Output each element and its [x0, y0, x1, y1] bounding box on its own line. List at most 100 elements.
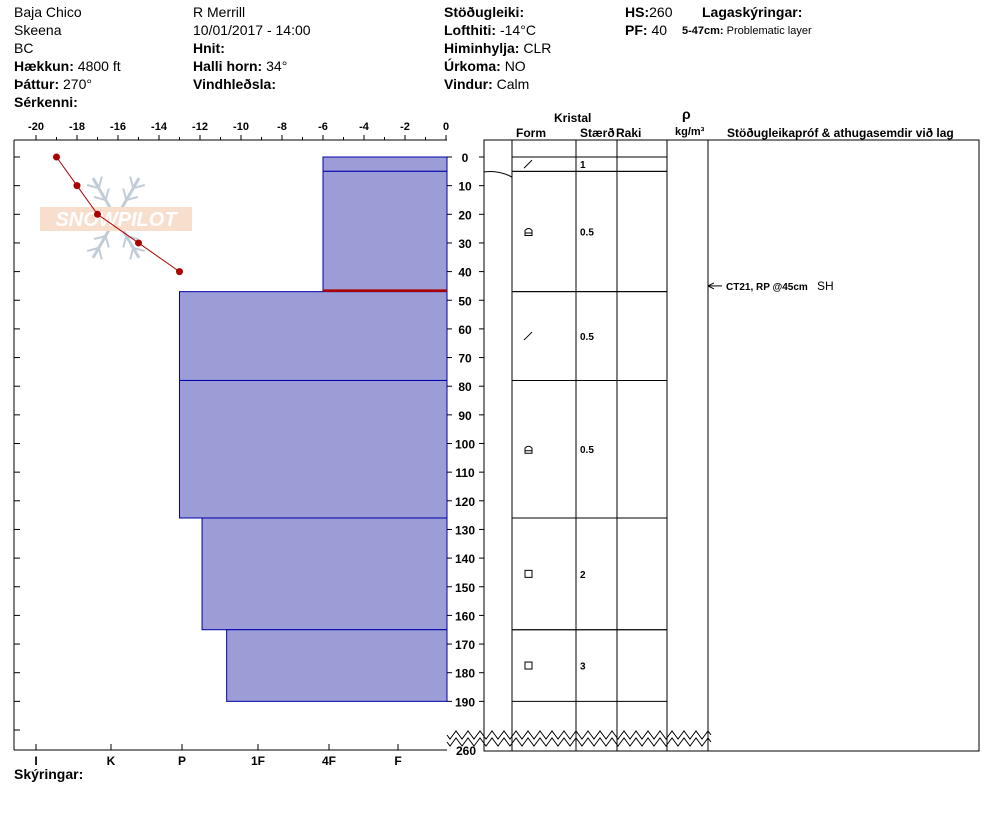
depth-tick-label: 30 [458, 237, 472, 251]
slope-label: Halli horn: [193, 58, 263, 74]
depth-tick-label: 180 [455, 667, 475, 681]
temp-tick-label: 0 [443, 121, 449, 133]
hardness-label: I [34, 754, 37, 768]
snowflake-branch [97, 247, 103, 260]
hardness-layer [179, 291, 448, 381]
slope-value: 34° [266, 58, 288, 74]
snowflake-branch [93, 196, 106, 202]
coords-label: Hnit: [193, 40, 225, 56]
depth-tick-label: 120 [455, 495, 475, 509]
depth-tick-label: 10 [458, 180, 472, 194]
faceted-rounded-symbol [524, 227, 533, 236]
layer-note-range: 5-47cm: [682, 25, 724, 37]
zigzag-break-bottom [446, 737, 712, 747]
temperature-point [176, 268, 183, 276]
test-result: CT21, RP @45cm [726, 282, 808, 293]
state-name: BC [14, 40, 34, 56]
hs-label: HS: [625, 4, 650, 20]
hardness-layer [226, 629, 448, 702]
air-temp-value: -14°C [499, 22, 536, 38]
wind-label: Vindur: [444, 76, 493, 92]
sky-row: Himinhylja: CLR [444, 40, 551, 57]
temp-tick-label: -10 [233, 121, 249, 133]
snowflake-branch [126, 196, 139, 202]
layer-note: 5-47cm: Problematic layer [682, 23, 812, 40]
depth-tick-label: 140 [455, 552, 475, 566]
new-snow-symbol [523, 331, 533, 341]
temp-tick-label: -18 [69, 121, 85, 133]
crystal-size: 0.5 [580, 445, 594, 456]
depth-tick-label: 70 [458, 352, 472, 366]
depth-tick-label: 160 [455, 609, 475, 623]
snowflake-branch [129, 247, 135, 260]
crystal-header: Kristal [554, 111, 592, 125]
hardness-layer [322, 156, 448, 172]
temp-tick-label: -20 [28, 121, 44, 133]
depth-tick-label: 60 [458, 323, 472, 337]
crystal-size: 0.5 [580, 332, 594, 343]
form-header: Form [516, 126, 546, 140]
wind-loading-label: Vindhleðsla: [193, 76, 276, 92]
tests-header: Stöðugleikapróf & athugasemdir við lag [727, 126, 954, 140]
layer-note-text: Problematic layer [726, 25, 812, 37]
zigzag-break-top [446, 730, 712, 740]
hardness-layer [179, 379, 448, 519]
new-snow-symbol [523, 159, 533, 169]
depth-tick-label: 40 [458, 266, 472, 280]
slope-row: Halli horn: 34° [193, 58, 287, 75]
size-header: Stærð [580, 126, 615, 140]
snowflake-branch [104, 235, 110, 248]
crystal-size: 3 [580, 662, 586, 673]
snowflake-branch [129, 176, 135, 189]
air-temp-label: Lofthiti: [444, 22, 497, 38]
density-unit: kg/m³ [675, 126, 705, 138]
snowflake-branch [93, 234, 106, 240]
faceted-rounded-symbol [524, 445, 533, 454]
temperature-point [53, 153, 60, 161]
sky-value: CLR [523, 40, 552, 56]
observation-datetime: 10/01/2017 - 14:00 [193, 22, 311, 38]
snowflake-branch [97, 176, 103, 189]
sky-label: Himinhylja: [444, 40, 520, 56]
surface-profile-line [483, 171, 513, 178]
crystal-size: 2 [580, 570, 586, 581]
elevation-value: 4800 ft [77, 58, 121, 74]
hardness-label: 1F [251, 754, 265, 768]
features-label: Sérkenni: [14, 94, 78, 110]
crystal-size: 1 [580, 160, 586, 171]
temp-tick-label: -8 [277, 121, 287, 133]
density-symbol: ρ [682, 106, 691, 122]
test-suffix: SH [817, 279, 834, 293]
hardness-label: P [178, 754, 186, 768]
temperature-point [73, 182, 81, 190]
temp-tick-label: -12 [192, 121, 208, 133]
total-depth-label: 260 [456, 744, 476, 758]
depth-tick-label: 130 [455, 523, 475, 537]
hs-row: HS:260 [625, 4, 672, 21]
depth-tick-label: 100 [455, 438, 475, 452]
temp-tick-label: -6 [318, 121, 328, 133]
aspect-row: Þáttur: 270° [14, 76, 92, 93]
temp-tick-label: -4 [359, 121, 370, 133]
watermark-text: SNOWPILOT [55, 209, 178, 231]
crystal-size: 0.5 [580, 227, 594, 238]
hardness-layer [201, 517, 448, 631]
snowflake-branch [122, 235, 128, 248]
snowflake-branch [104, 188, 110, 201]
faceted-symbol [524, 569, 533, 578]
snowflake-branch [86, 184, 100, 190]
depth-tick-label: 170 [455, 638, 475, 652]
depth-tick-label: 0 [462, 151, 469, 165]
hardness-label: K [107, 754, 116, 768]
pf-row: PF: 40 [625, 22, 667, 39]
pf-label: PF: [625, 22, 648, 38]
snowflake-branch [122, 188, 128, 201]
depth-tick-label: 90 [458, 409, 472, 423]
comments-label: Skýringar: [14, 766, 84, 782]
precip-row: Úrkoma: NO [444, 58, 526, 75]
elevation-row: Hækkun: 4800 ft [14, 58, 121, 75]
precip-value: NO [504, 58, 526, 74]
faceted-symbol [524, 661, 533, 670]
snowflake-branch [132, 246, 146, 252]
